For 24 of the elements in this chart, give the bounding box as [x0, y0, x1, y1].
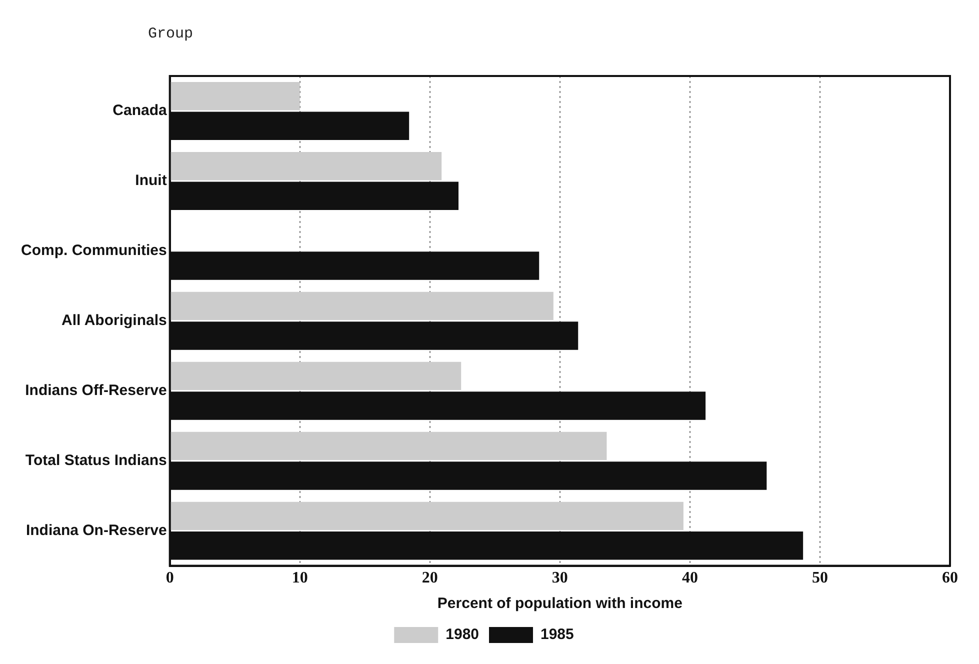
y-tick-label: All Aboriginals: [62, 312, 167, 330]
y-tick-label: Indiana On-Reserve: [26, 522, 167, 539]
x-tick-label: 30: [552, 570, 568, 587]
y-tick-label: Inuit: [135, 172, 167, 190]
x-tick-label: 10: [292, 570, 308, 587]
bar: [170, 502, 684, 530]
x-tick-label: 60: [942, 570, 958, 587]
x-tick-label: 20: [422, 570, 438, 587]
y-tick-label: Total Status Indians: [25, 452, 167, 469]
y-tick-label: Indians Off-Reserve: [25, 382, 167, 400]
legend-label: 1980: [446, 626, 480, 644]
x-tick-label: 50: [812, 570, 828, 587]
x-tick-label: 40: [682, 570, 698, 587]
bar: [170, 292, 554, 320]
bar: [170, 152, 442, 180]
bar: [170, 82, 300, 110]
legend-label: 1985: [540, 626, 574, 644]
bar: [170, 362, 462, 390]
y-axis-title: Group: [148, 25, 194, 42]
x-tick-label: 0: [166, 570, 174, 587]
y-tick-label: Comp. Communities: [20, 242, 167, 260]
bar: [170, 432, 607, 460]
y-tick-label: Canada: [112, 102, 168, 120]
x-axis-title: Percent of population with income: [437, 595, 682, 612]
